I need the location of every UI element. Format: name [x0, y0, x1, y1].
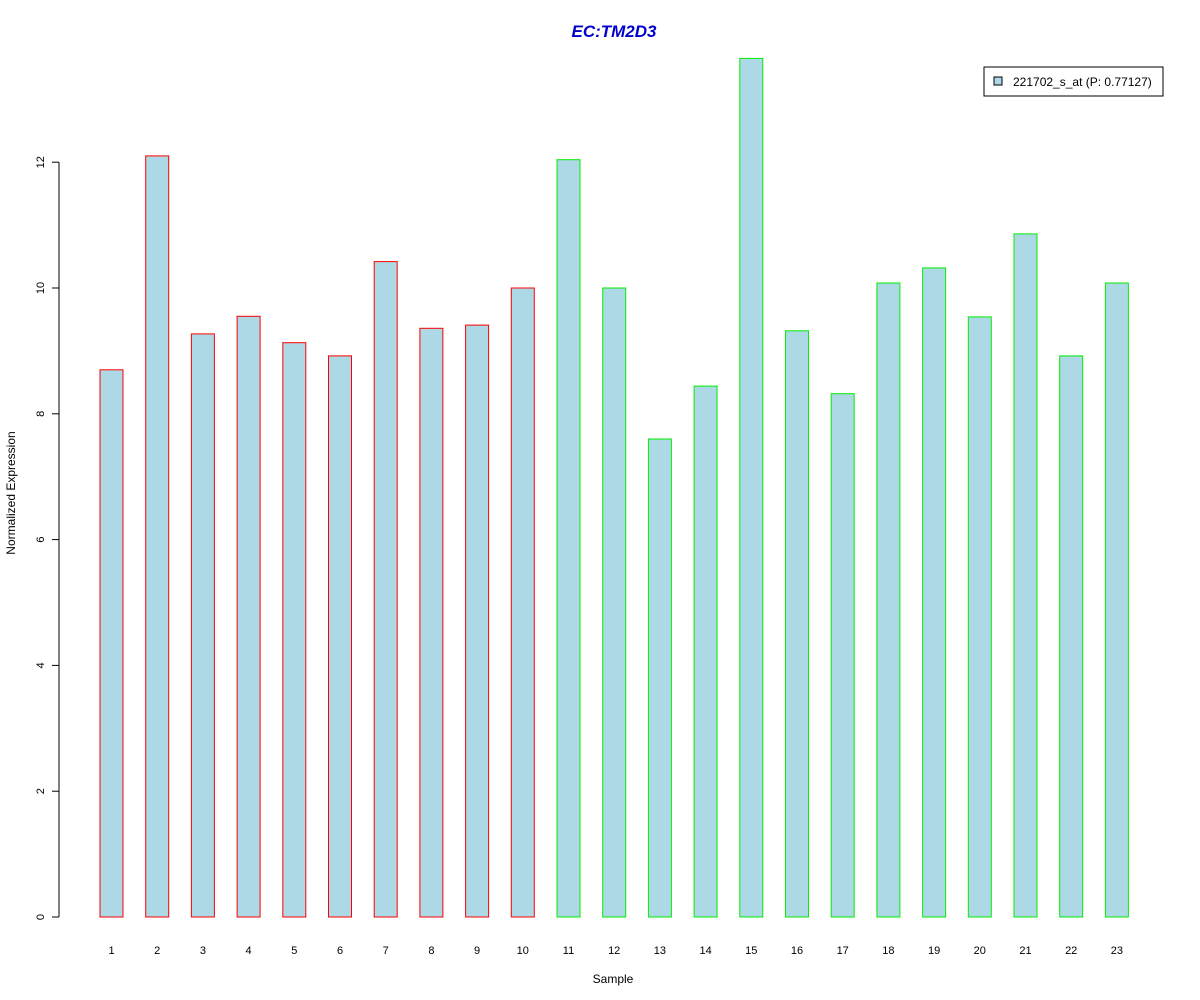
bar-sample-22 — [1059, 355, 1084, 918]
bar-sample-7 — [373, 261, 398, 918]
x-tick-label: 18 — [882, 945, 894, 957]
x-tick-label: 2 — [154, 945, 160, 957]
bar-sample-5 — [282, 342, 307, 918]
x-tick-label: 11 — [563, 945, 574, 957]
x-tick-label: 4 — [246, 945, 252, 957]
x-axis-tick-labels: 1 2 3 4 5 6 7 8 9 10 11 12 13 14 15 16 17 18 19 20 21 22 23 — [108, 945, 1123, 957]
x-tick-label: 9 — [474, 945, 480, 957]
x-tick-label: 3 — [200, 945, 206, 957]
bar-sample-9 — [465, 324, 490, 918]
x-tick-label: 7 — [383, 945, 389, 957]
bar-sample-19 — [922, 267, 947, 918]
bar-sample-6 — [328, 355, 352, 918]
y-tick-label: 0 — [35, 914, 47, 920]
y-axis-label: Normalized Expression — [4, 431, 18, 554]
x-tick-label: 10 — [517, 945, 529, 957]
bar-sample-20 — [967, 316, 992, 918]
x-tick-label: 16 — [791, 945, 803, 957]
bar-sample-8 — [419, 327, 444, 918]
y-tick-label: 2 — [35, 788, 47, 794]
legend-swatch — [993, 76, 1003, 86]
chart-title: EC:TM2D3 — [571, 22, 657, 41]
x-tick-label: 14 — [699, 945, 711, 957]
x-tick-label: 5 — [291, 945, 297, 957]
bar-sample-15 — [739, 57, 764, 918]
bar-sample-11 — [556, 159, 581, 918]
bar-sample-1 — [99, 369, 124, 918]
x-tick-label: 22 — [1065, 945, 1077, 957]
x-tick-label: 15 — [745, 945, 757, 957]
bar-sample-16 — [785, 330, 809, 918]
x-tick-label: 1 — [108, 945, 114, 957]
x-tick-label: 17 — [837, 945, 849, 957]
bar-sample-13 — [647, 438, 672, 918]
bar-sample-14 — [693, 385, 718, 918]
x-tick-label: 13 — [654, 945, 666, 957]
bar-sample-18 — [876, 282, 901, 918]
x-tick-label: 23 — [1111, 945, 1123, 957]
y-tick-label: 4 — [35, 662, 47, 668]
y-axis: 0 2 4 6 8 10 12 — [35, 156, 60, 920]
legend-label: 221702_s_at (P: 0.77127) — [1013, 75, 1152, 89]
bar-sample-23 — [1104, 282, 1129, 918]
y-tick-label: 6 — [35, 537, 47, 543]
legend-box — [983, 66, 1164, 97]
bars-group — [99, 57, 1129, 918]
legend: 221702_s_at (P: 0.77127) — [983, 66, 1164, 97]
x-tick-label: 8 — [428, 945, 434, 957]
bar-sample-17 — [830, 393, 855, 918]
y-tick-label: 10 — [35, 282, 47, 294]
x-axis-label: Sample — [593, 972, 634, 986]
x-tick-label: 12 — [608, 945, 620, 957]
bar-sample-4 — [236, 315, 261, 918]
x-tick-label: 21 — [1019, 945, 1031, 957]
bar-sample-2 — [145, 155, 170, 918]
y-tick-label: 8 — [35, 411, 47, 417]
x-tick-label: 6 — [337, 945, 343, 957]
bar-sample-3 — [190, 333, 215, 918]
y-tick-label: 12 — [35, 156, 47, 168]
bar-sample-10 — [510, 287, 535, 918]
x-tick-label: 20 — [974, 945, 986, 957]
bar-sample-21 — [1013, 233, 1038, 918]
bar-sample-12 — [602, 287, 627, 918]
x-tick-label: 19 — [928, 945, 940, 957]
